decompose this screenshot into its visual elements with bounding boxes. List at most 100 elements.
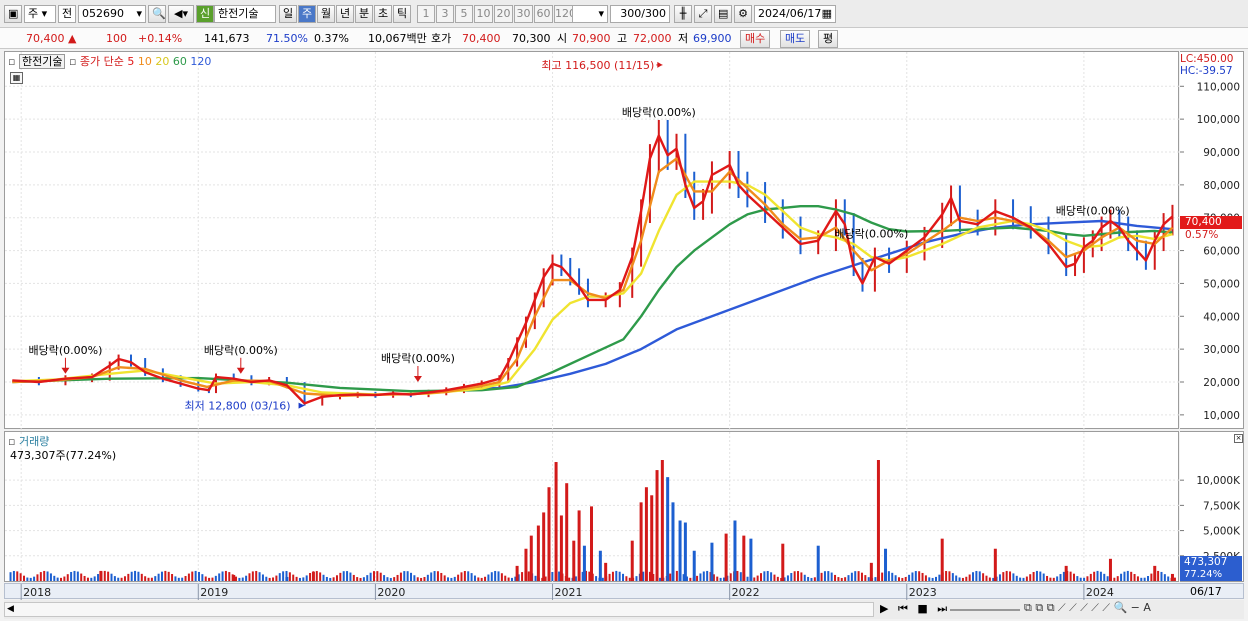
candle-type-icon[interactable]: ╫ xyxy=(674,5,692,23)
chevron-down-icon: ▾ xyxy=(598,7,604,20)
vol-bar-base xyxy=(985,575,988,581)
close-pane-icon[interactable]: × xyxy=(1234,434,1243,443)
vol-bar-base xyxy=(1140,577,1143,581)
open-label: 시 xyxy=(557,32,568,45)
vol-bar-base xyxy=(712,574,715,581)
interval-button-20[interactable]: 20 xyxy=(494,5,513,23)
table-icon[interactable]: ▦ xyxy=(10,72,23,84)
interval-custom-select[interactable]: ▾ xyxy=(572,5,608,23)
vol-bar-29 xyxy=(692,550,696,581)
vol-bar-base xyxy=(901,577,904,581)
draw-tool-icon[interactable]: ⤢ xyxy=(694,5,712,23)
vol-bar-24 xyxy=(660,460,664,581)
vol-bar-base xyxy=(881,572,884,581)
playback-controls[interactable]: ▶ ⏮ ■ ⏭ xyxy=(880,602,951,615)
vol-bar-base xyxy=(90,577,93,581)
interval-button-120[interactable]: 120 xyxy=(554,5,577,23)
legend-stock-name[interactable]: 한전기술 xyxy=(18,54,66,69)
dividend-arrow-3 xyxy=(236,367,245,374)
vol-bar-base xyxy=(746,576,749,581)
vol-bar-base xyxy=(935,576,938,581)
period-button-5[interactable]: 초 xyxy=(374,5,392,23)
price-pane[interactable]: 최고 116,500 (11/15) 최저 12,800 (03/16) 배당락(0… xyxy=(4,51,1180,430)
hc-value: HC:-39.57 xyxy=(1180,65,1233,77)
vol-bar-10 xyxy=(554,462,558,581)
eval-button[interactable]: 평 xyxy=(818,30,839,48)
period-button-2[interactable]: 월 xyxy=(317,5,335,23)
vol-bar-base xyxy=(137,571,140,581)
vol-bar-base xyxy=(719,577,722,581)
high-label: 고 xyxy=(617,32,628,45)
vol-bar-base xyxy=(403,571,406,581)
stock-name-field[interactable]: 한전기술 xyxy=(214,5,276,23)
vol-bar-base xyxy=(430,572,433,581)
vol-bar-base xyxy=(181,577,184,581)
vol-bar-base xyxy=(706,570,709,581)
count-input[interactable]: 300/300 xyxy=(610,5,670,23)
vol-bar-base xyxy=(177,577,180,581)
vol-bar-base xyxy=(60,577,63,581)
vol-bar-13 xyxy=(572,540,576,581)
period-button-0[interactable]: 일 xyxy=(279,5,297,23)
vol-bar-base xyxy=(147,577,150,581)
period-button-3[interactable]: 년 xyxy=(336,5,354,23)
vol-bar-base xyxy=(315,571,318,581)
vol-bar-base xyxy=(823,571,826,581)
vol-bar-base xyxy=(393,577,396,581)
vol-bar-base xyxy=(820,572,823,581)
low-arrow-head xyxy=(298,402,305,409)
vol-bar-base xyxy=(1056,576,1059,581)
vol-bar-base xyxy=(386,577,389,581)
vol-bar-base xyxy=(194,570,197,581)
vol-bar-base xyxy=(228,572,231,581)
vol-bar-base xyxy=(278,573,281,581)
dividend-annotation-5: 배당락(0.00%) xyxy=(622,106,696,119)
interval-button-30[interactable]: 30 xyxy=(514,5,533,23)
layout-icon[interactable]: ▣ xyxy=(4,5,22,23)
interval-button-3[interactable]: 3 xyxy=(436,5,454,23)
date-input[interactable]: 2024/06/17 ▦ xyxy=(754,5,836,23)
interval-button-5[interactable]: 5 xyxy=(455,5,473,23)
price-tick-label-3: 40,000 xyxy=(1203,311,1240,323)
vol-bar-base xyxy=(436,571,439,581)
horizontal-scrollbar[interactable]: ◀ xyxy=(4,602,874,617)
period-code-select[interactable]: 주 ▾ xyxy=(24,5,56,23)
ma-10-line xyxy=(12,157,1174,397)
vol-bar-base xyxy=(1103,573,1106,581)
sound-icon[interactable]: ◀▾ xyxy=(168,5,194,23)
sell-button[interactable]: 매도 xyxy=(780,30,811,48)
vol-bar-base xyxy=(1072,573,1075,581)
vol-bar-base xyxy=(928,577,931,581)
vol-bar-base xyxy=(453,576,456,581)
search-icon[interactable]: 🔍 xyxy=(148,5,166,23)
interval-button-10[interactable]: 10 xyxy=(474,5,493,23)
stock-code-input[interactable]: 052690 ▾ xyxy=(78,5,146,23)
vol-bar-base xyxy=(837,577,840,581)
period-button-1[interactable]: 주 xyxy=(298,5,316,23)
volume-label[interactable]: 거래량 xyxy=(18,435,50,448)
gear-icon[interactable]: ⚙ xyxy=(734,5,752,23)
vol-bar-28 xyxy=(683,522,687,581)
chart-tools-icons[interactable]: ⧉ ⧉ ⧉ ⟋ ⟋ ⟋ ⟋ ⟋ 🔍 − A xyxy=(1024,601,1151,614)
period-button-4[interactable]: 분 xyxy=(355,5,373,23)
interval-button-1[interactable]: 1 xyxy=(417,5,435,23)
buy-button[interactable]: 매수 xyxy=(740,30,771,48)
vol-bar-base xyxy=(551,571,554,581)
zoom-slider[interactable] xyxy=(950,602,1020,617)
vol-bar-base xyxy=(894,575,897,581)
vol-bar-base xyxy=(1049,577,1052,581)
save-icon[interactable]: ▤ xyxy=(714,5,732,23)
vol-bar-base xyxy=(696,575,699,581)
vol-bar-26 xyxy=(671,502,675,581)
vol-bar-base xyxy=(171,574,174,581)
vol-bar-base xyxy=(914,571,917,581)
legend-ma-label[interactable]: 종가 단순 xyxy=(79,55,124,68)
scroll-left-icon[interactable]: ◀ xyxy=(7,604,14,614)
volume-pane[interactable]: ▫ 거래량 473,307주(77.24%) xyxy=(4,431,1180,583)
interval-button-60[interactable]: 60 xyxy=(534,5,553,23)
vol-bar-base xyxy=(857,571,860,581)
market-select[interactable]: 전 xyxy=(58,5,76,23)
vol-bar-base xyxy=(1120,573,1123,581)
period-button-6[interactable]: 틱 xyxy=(393,5,411,23)
vol-bar-base xyxy=(1012,573,1015,581)
